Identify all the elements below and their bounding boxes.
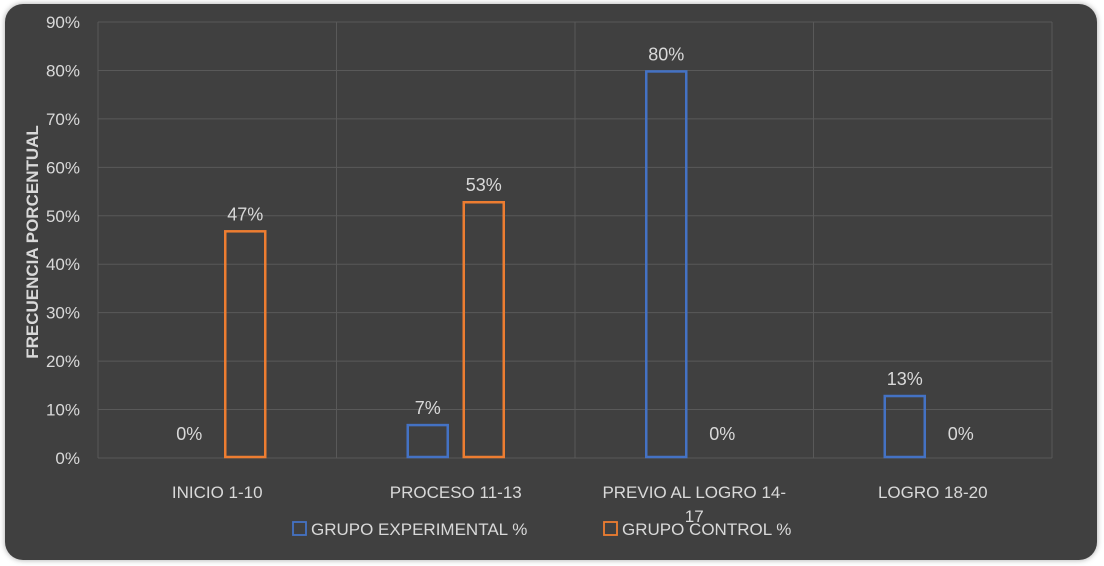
y-tick-label: 60% bbox=[46, 158, 80, 177]
y-tick-label: 50% bbox=[46, 207, 80, 226]
y-tick-label: 80% bbox=[46, 61, 80, 80]
y-tick-label: 10% bbox=[46, 401, 80, 420]
bar-control bbox=[224, 230, 267, 459]
y-tick-label: 30% bbox=[46, 304, 80, 323]
data-label: 47% bbox=[227, 204, 263, 224]
y-tick-label: 70% bbox=[46, 110, 80, 129]
legend-label: GRUPO CONTROL % bbox=[622, 520, 791, 539]
x-tick-label: INICIO 1-10 bbox=[172, 483, 263, 502]
legend-swatch bbox=[603, 521, 618, 536]
legend-swatch bbox=[292, 521, 307, 536]
y-tick-label: 0% bbox=[55, 449, 80, 468]
bar-experimental bbox=[406, 423, 449, 459]
legend-label: GRUPO EXPERIMENTAL % bbox=[311, 520, 527, 539]
bar-experimental bbox=[645, 70, 688, 459]
chart-background bbox=[5, 4, 1097, 560]
data-label: 80% bbox=[648, 44, 684, 64]
y-tick-label: 20% bbox=[46, 352, 80, 371]
data-label: 0% bbox=[709, 424, 735, 444]
y-axis-title: FRECUENCIA PORCENTUAL bbox=[23, 125, 42, 359]
x-tick-label: PROCESO 11-13 bbox=[390, 483, 522, 502]
bar-control bbox=[462, 200, 505, 459]
data-label: 13% bbox=[887, 369, 923, 389]
data-label: 7% bbox=[415, 398, 441, 418]
bar-experimental bbox=[883, 394, 926, 459]
x-tick-label: PREVIO AL LOGRO 14- bbox=[602, 483, 786, 502]
data-label: 0% bbox=[176, 424, 202, 444]
x-tick-label: LOGRO 18-20 bbox=[878, 483, 988, 502]
x-tick-label: 17 bbox=[685, 507, 704, 526]
y-tick-label: 40% bbox=[46, 255, 80, 274]
data-label: 0% bbox=[948, 424, 974, 444]
y-tick-label: 90% bbox=[46, 13, 80, 32]
data-label: 53% bbox=[466, 175, 502, 195]
